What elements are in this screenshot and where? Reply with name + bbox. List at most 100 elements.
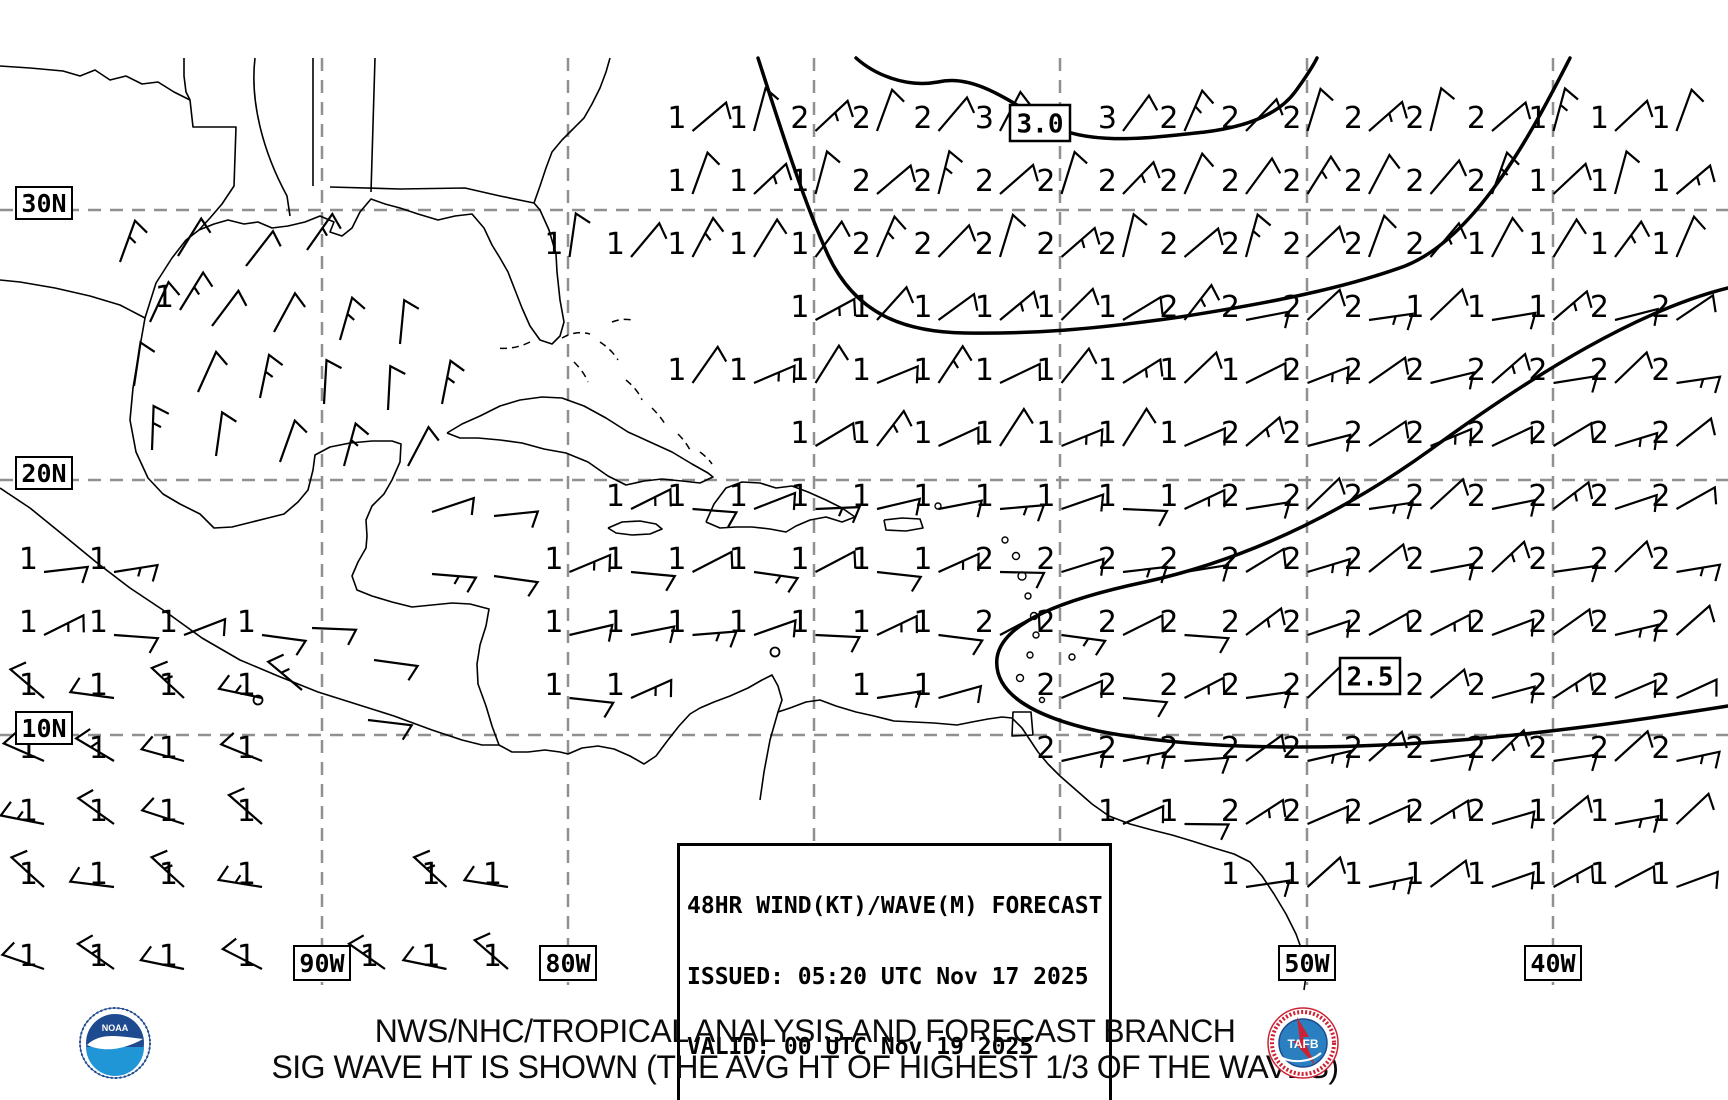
wind-barb: [1614, 679, 1657, 700]
wind-barb: [462, 865, 509, 889]
wind-barb: [1491, 685, 1536, 704]
wave-height-value: 1: [544, 605, 563, 640]
wave-height-value: 1: [1221, 353, 1240, 388]
wind-barb: [691, 100, 732, 132]
branch-title: NWS/NHC/TROPICAL ANALYSIS AND FORECAST B…: [374, 1013, 1236, 1049]
wave-height-value: 1: [360, 939, 379, 974]
wind-barb: [753, 217, 788, 258]
lon-label-80W: 80W: [539, 945, 597, 981]
wave-height-value: 1: [1528, 794, 1547, 829]
wave-height-value: 2: [1651, 479, 1670, 514]
wind-barb: [1122, 160, 1161, 195]
wave-height-value: 2: [1344, 605, 1363, 640]
wave-height-value: 1: [975, 479, 994, 514]
wind-barb: [1368, 152, 1401, 195]
wind-barb: [753, 364, 796, 385]
coastlines: [0, 57, 1307, 991]
wind-barb: [1614, 623, 1660, 642]
wind-barb: [140, 797, 185, 826]
wind-barb: [1552, 607, 1594, 636]
wave-height-value: 2: [1159, 227, 1178, 262]
wind-barb: [1306, 476, 1346, 510]
wave-height-value: 2: [1159, 731, 1178, 766]
island-dot: [1024, 592, 1032, 600]
wind-barb: [386, 364, 406, 411]
wave-height-value: 1: [852, 542, 871, 577]
wave-height-value: 2: [1590, 542, 1609, 577]
wind-barb: [1552, 217, 1587, 258]
contour-label-2.5: 2.5: [1338, 656, 1402, 696]
wave-height-value: 1: [1590, 164, 1609, 199]
wave-height-value: 2: [1528, 605, 1547, 640]
lat-label-30N: 30N: [15, 186, 73, 220]
wind-barb: [177, 216, 212, 257]
wind-barb: [412, 849, 448, 888]
wave-height-value: 2: [975, 164, 994, 199]
wind-barb: [1675, 214, 1707, 258]
wind-barb: [113, 563, 160, 582]
wind-barb: [1122, 696, 1169, 718]
island-dot: [1068, 653, 1076, 661]
coastline-path: [759, 711, 779, 801]
island-dot: [1038, 696, 1046, 704]
wave-height-value: 1: [1467, 227, 1486, 262]
contour-2p5m: [995, 286, 1728, 749]
wind-barb: [814, 549, 857, 573]
wind-barb: [1245, 547, 1287, 573]
wind-barb: [1060, 287, 1100, 321]
wind-barb: [1614, 729, 1654, 762]
wind-barb: [876, 285, 915, 321]
wave-height-value: 1: [729, 542, 748, 577]
wind-barb: [1429, 858, 1471, 888]
wave-height-value: 1: [790, 479, 809, 514]
wind-barb: [1307, 749, 1352, 768]
wind-barb: [220, 937, 263, 970]
wave-height-value: 2: [1528, 542, 1547, 577]
wave-height-value: 2: [1344, 290, 1363, 325]
wave-height-value: 2: [1036, 164, 1055, 199]
wind-barb: [1368, 100, 1408, 132]
wave-height-value: 2: [1590, 731, 1609, 766]
wave-height-value: 1: [913, 479, 932, 514]
wind-barb: [1245, 415, 1286, 447]
wave-height-value: 1: [729, 479, 748, 514]
wind-wave-field: 1 1 2 2 2 3 3 2 2 2 2 2 2 1 1 1 1 1 1 2 2 2 2 2 2 2 2 2 2 2 1 1 1 1 1 1 1 1 2 2…: [0, 86, 1722, 974]
wave-height-value: 1: [159, 668, 178, 703]
wind-barb: [398, 298, 420, 345]
wind-barb: [1552, 794, 1593, 825]
wave-height-value: 1: [667, 227, 686, 262]
wave-height-value: 1: [667, 605, 686, 640]
wave-height-value: 2: [1221, 731, 1240, 766]
wind-barb: [1552, 289, 1593, 321]
wind-barb: [1614, 307, 1659, 327]
wind-barb: [118, 218, 148, 263]
wind-barb: [1675, 603, 1716, 636]
wind-barb: [196, 349, 229, 393]
wave-height-value: 1: [913, 290, 932, 325]
contour-label-3.0: 3.0: [1008, 103, 1072, 143]
lesser-antilles: [934, 502, 1076, 704]
wave-height-value: 2: [1159, 290, 1178, 325]
wave-height-value: 2: [1159, 101, 1178, 136]
wave-height-value: 2: [1405, 542, 1424, 577]
wind-barb: [1122, 613, 1164, 636]
wind-barb: [1368, 501, 1415, 520]
wind-barb: [407, 425, 440, 467]
wave-height-value: 2: [1467, 416, 1486, 451]
wind-barb: [1245, 879, 1292, 898]
wind-barb: [1183, 283, 1221, 321]
wind-barb: [999, 407, 1034, 447]
wind-barb: [1122, 295, 1164, 321]
wind-barb: [273, 291, 306, 333]
wave-height-value: 1: [1651, 101, 1670, 136]
wind-barb: [1306, 224, 1346, 258]
wind-barb: [1614, 431, 1659, 451]
svg-text:NOAA: NOAA: [102, 1023, 129, 1033]
wave-height-value: 3: [1098, 101, 1117, 136]
wind-barb: [1368, 419, 1410, 447]
wind-barb: [139, 735, 185, 763]
wave-height-value: 1: [790, 416, 809, 451]
islet-path: [561, 331, 591, 339]
wind-barb: [431, 572, 478, 593]
wave-height-value: 2: [1221, 605, 1240, 640]
